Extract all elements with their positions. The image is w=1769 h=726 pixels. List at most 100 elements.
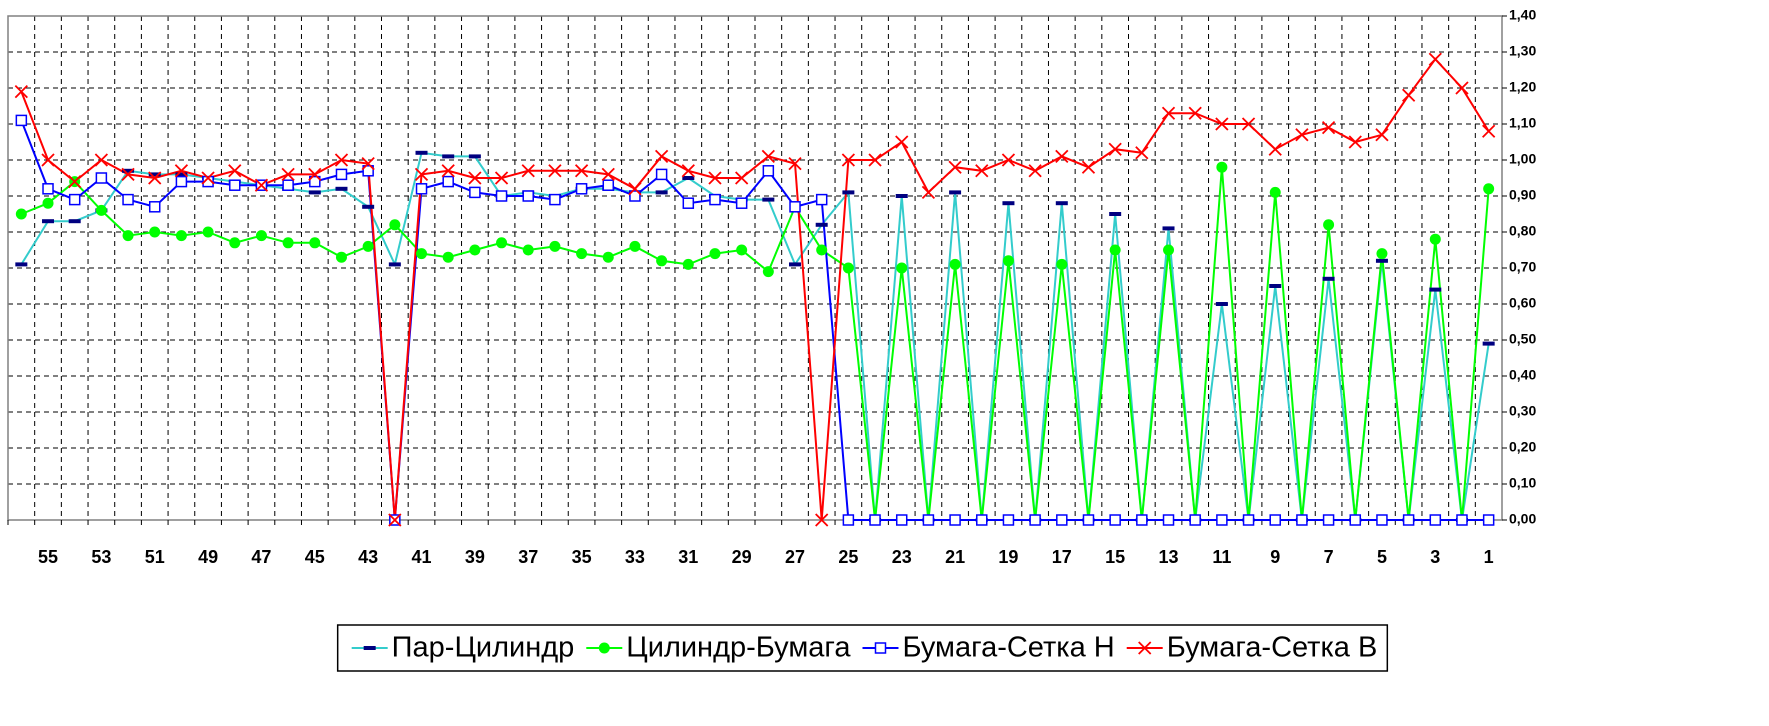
marker (549, 240, 561, 252)
marker (1269, 186, 1281, 198)
marker (1269, 514, 1281, 526)
y-tick-label: 0,90 (1509, 187, 1536, 203)
marker (1215, 117, 1229, 131)
legend-label: Цилиндр-Бумага (626, 632, 851, 664)
x-tick-label: 23 (892, 547, 912, 567)
y-tick-label: 1,40 (1509, 7, 1536, 23)
marker (68, 193, 81, 206)
marker (174, 164, 189, 178)
marker (15, 208, 27, 220)
marker (469, 244, 481, 256)
marker (42, 183, 54, 195)
marker (175, 172, 188, 177)
marker (948, 160, 962, 174)
marker (1163, 244, 1175, 256)
marker (281, 167, 295, 182)
marker (468, 154, 481, 159)
marker (1295, 128, 1309, 142)
x-tick-label: 25 (838, 547, 858, 567)
marker (496, 237, 508, 249)
marker (682, 258, 694, 270)
marker (148, 172, 161, 177)
y-tick-label: 0,50 (1509, 331, 1536, 347)
marker (389, 219, 401, 231)
marker (362, 165, 374, 177)
marker (1055, 201, 1068, 206)
y-tick-label: 0,00 (1509, 511, 1536, 527)
x-tick-label: 7 (1324, 547, 1334, 567)
marker (655, 190, 668, 195)
marker (761, 149, 775, 164)
x-tick-label: 13 (1159, 547, 1179, 567)
marker (548, 164, 562, 178)
marker (1455, 81, 1469, 95)
y-tick-label: 1,30 (1509, 43, 1536, 59)
marker (1323, 219, 1335, 231)
marker (42, 219, 55, 224)
marker (442, 154, 455, 159)
marker (842, 262, 854, 274)
marker (42, 197, 54, 209)
marker (1483, 183, 1495, 195)
marker (1056, 258, 1068, 270)
x-tick-label: 9 (1270, 547, 1280, 567)
legend-label: Бумага-Сетка Н (902, 632, 1114, 664)
marker (521, 164, 535, 178)
marker (255, 230, 267, 242)
marker (1002, 201, 1015, 206)
marker (201, 171, 215, 185)
marker (654, 149, 669, 164)
marker (868, 153, 882, 167)
x-tick-label: 27 (785, 547, 805, 567)
marker (789, 201, 801, 213)
x-tick-label: 1 (1484, 547, 1494, 567)
marker (228, 164, 242, 178)
x-tick-label: 29 (732, 547, 752, 567)
marker (1135, 146, 1149, 160)
marker (442, 175, 454, 188)
marker (468, 171, 482, 185)
marker (1482, 514, 1495, 526)
x-tick-label: 55 (38, 547, 58, 567)
x-tick-label: 19 (998, 547, 1018, 567)
marker (1001, 153, 1016, 167)
marker (682, 197, 695, 209)
marker (921, 185, 936, 200)
marker (1109, 244, 1121, 256)
legend-item: Бумага-Сетка В (1126, 632, 1378, 664)
marker (494, 171, 509, 185)
marker (1428, 52, 1442, 66)
marker (896, 262, 908, 274)
x-tick-label: 33 (625, 547, 645, 567)
marker (335, 186, 348, 191)
marker (1376, 514, 1388, 526)
marker (949, 190, 962, 195)
x-tick-label: 5 (1377, 547, 1387, 567)
marker (149, 226, 161, 238)
y-tick-label: 1,10 (1509, 115, 1536, 131)
marker (1482, 124, 1496, 138)
marker (495, 190, 508, 202)
marker (655, 168, 668, 181)
marker (41, 153, 55, 167)
marker (148, 171, 162, 185)
marker (1188, 106, 1202, 120)
marker (895, 514, 908, 526)
marker (949, 514, 961, 526)
marker (309, 175, 321, 188)
marker (442, 251, 454, 263)
marker (895, 135, 909, 149)
marker (1082, 514, 1095, 526)
marker (788, 156, 802, 171)
marker (709, 193, 721, 206)
x-tick-label: 15 (1105, 547, 1125, 567)
legend-label: Бумага-Сетка В (1167, 632, 1378, 664)
marker (1321, 120, 1336, 135)
marker (362, 204, 375, 209)
marker (202, 226, 214, 238)
marker (975, 164, 989, 178)
marker (1322, 514, 1335, 526)
marker (1348, 135, 1362, 149)
marker (1081, 160, 1096, 174)
